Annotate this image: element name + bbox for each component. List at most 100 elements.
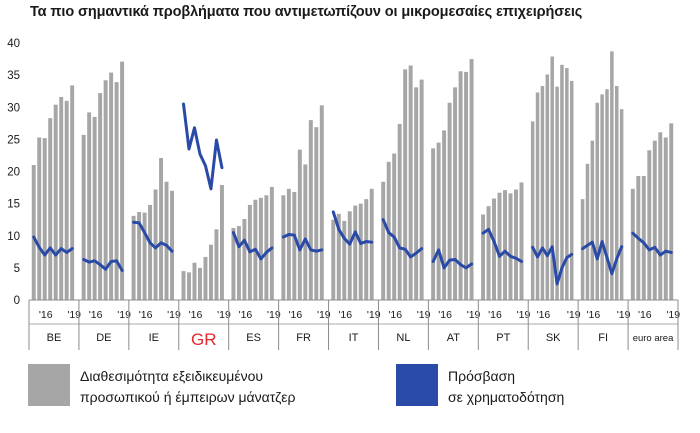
x-tick-label: '19 (117, 309, 131, 321)
bar-fi (610, 51, 614, 300)
bar-gr (219, 184, 224, 300)
country-label: FI (598, 332, 608, 344)
bar-pt (514, 189, 518, 300)
bar-de (109, 72, 114, 300)
chart-title: Τα πιο σημαντικά προβλήματα που αντιμετω… (30, 4, 583, 20)
bar-fr (286, 188, 291, 300)
x-tick-label: '16 (39, 309, 53, 321)
bar-it (347, 211, 352, 300)
bar-nl (414, 87, 419, 300)
bar-es (231, 228, 236, 300)
bar-at (447, 102, 452, 300)
y-tick-label: 40 (7, 38, 20, 50)
bar-be (42, 138, 47, 300)
line-gr (182, 102, 224, 191)
bar-es (269, 186, 274, 300)
bar-be (31, 165, 36, 300)
x-tick-label: '19 (317, 309, 331, 321)
x-tick-label: '16 (89, 309, 103, 321)
bar-sk (540, 86, 545, 300)
bar-gr (187, 272, 191, 300)
bar-be (48, 118, 53, 300)
y-tick-label: 5 (14, 263, 20, 275)
x-tick-label: '16 (638, 309, 652, 321)
line-at (431, 248, 474, 270)
x-tick-label: '19 (67, 309, 81, 321)
bar-at (453, 87, 458, 300)
bar-pt (508, 193, 513, 300)
bar-fi (605, 89, 609, 300)
bar-it (342, 220, 347, 300)
line-es (231, 231, 274, 261)
bar-ie (131, 215, 136, 300)
bar-it (358, 203, 363, 301)
legend-label-line: σε χρηματοδότηση (448, 389, 564, 405)
x-tick-label: '16 (388, 309, 402, 321)
legend-label-bars: προσωπικού ή έμπειρων μάνατζερ (80, 389, 295, 405)
bar-fi (615, 86, 619, 300)
line-de (82, 258, 124, 272)
bar-de (92, 116, 97, 300)
bar-fi (585, 163, 590, 300)
legend-label-line: Πρόσβαση (448, 368, 515, 384)
line-euro-area (631, 231, 673, 257)
bar-ie (164, 181, 169, 300)
bar-sk (555, 86, 559, 300)
bar-fi (619, 109, 624, 301)
bar-pt (481, 214, 486, 300)
bar-sk (550, 56, 554, 300)
bar-es (236, 226, 241, 300)
country-label: ES (246, 332, 261, 344)
x-tick-label: '19 (666, 309, 680, 321)
bar-sk (560, 64, 564, 300)
bar-be (37, 137, 42, 300)
country-label: PT (496, 332, 510, 344)
bar-euro-area (647, 150, 652, 300)
y-tick-label: 25 (7, 134, 20, 146)
line-fi (581, 240, 624, 276)
bar-gr (198, 267, 202, 301)
country-label: GR (191, 330, 217, 349)
bar-pt (492, 198, 497, 300)
bar-sk (569, 80, 574, 300)
bar-sk (535, 92, 540, 300)
bar-at (469, 59, 474, 301)
bar-be (59, 96, 64, 300)
bar-be (53, 104, 58, 301)
bar-nl (419, 79, 424, 301)
legend-label-bars: Διαθεσιμότητα εξειδικευμένου (80, 368, 263, 384)
line-pt (481, 227, 523, 263)
x-tick-label: '16 (338, 309, 352, 321)
bar-de (98, 93, 103, 300)
x-tick-label: '19 (167, 309, 181, 321)
bar-de (114, 82, 119, 300)
bar-fr (303, 164, 308, 300)
bar-fi (600, 94, 604, 301)
bar-at (442, 130, 447, 300)
x-tick-label: '16 (139, 309, 153, 321)
y-tick-label: 0 (14, 295, 20, 307)
line-ie (132, 220, 174, 253)
line-be (32, 235, 74, 257)
bar-euro-area (641, 176, 646, 300)
bar-nl (381, 181, 386, 300)
x-tick-label: '16 (288, 309, 302, 321)
bar-euro-area (669, 123, 674, 300)
x-tick-label: '19 (517, 309, 531, 321)
bar-it (369, 188, 374, 300)
bar-ie (153, 189, 158, 300)
bar-gr (181, 271, 186, 300)
bar-sk (545, 74, 550, 300)
bar-pt (486, 206, 491, 300)
bar-fr (314, 127, 319, 300)
bar-euro-area (630, 188, 635, 300)
country-label: FR (296, 332, 311, 344)
country-label: DE (96, 332, 111, 344)
bar-euro-area (658, 132, 663, 300)
bar-es (258, 197, 263, 300)
x-tick-label: '16 (189, 309, 203, 321)
x-tick-label: '16 (488, 309, 502, 321)
y-tick-label: 20 (7, 167, 20, 179)
line-nl (381, 218, 424, 259)
bar-fr (281, 195, 286, 300)
